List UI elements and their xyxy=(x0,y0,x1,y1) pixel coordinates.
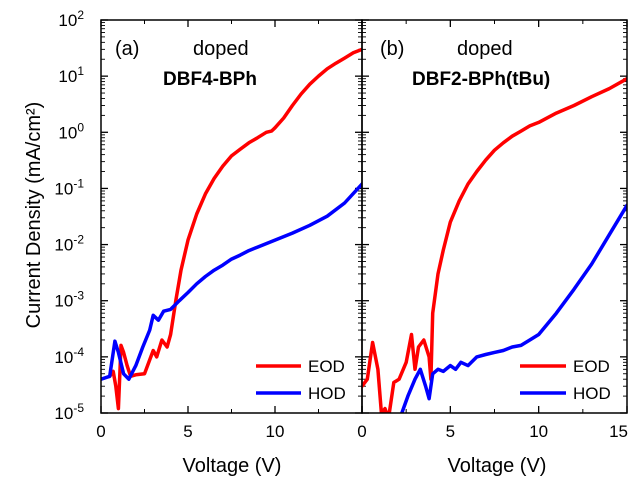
y-tick-label: 10-1 xyxy=(54,176,84,198)
y-tick-label: 10-5 xyxy=(54,401,84,423)
y-tick-label: 102 xyxy=(58,8,84,30)
y-tick-label: 10-3 xyxy=(54,289,84,311)
panel-a-legend-hod-label: HOD xyxy=(308,384,346,403)
panel-b-legend-hod-label: HOD xyxy=(573,384,611,403)
x-tick-label: 5 xyxy=(183,422,192,441)
panel-a-annotation-material: DBF4-BPh xyxy=(163,69,257,90)
panel-b-legend: EOD HOD xyxy=(520,357,611,403)
x-tick-label: 0 xyxy=(357,422,366,441)
series-hod-line xyxy=(101,182,362,381)
y-tick-label: 101 xyxy=(58,64,84,86)
panel-a-legend: EOD HOD xyxy=(256,357,346,403)
panel-a: 0 5 10 0 (a) doped DBF4-BPh EOD HOD xyxy=(96,19,367,441)
panel-a-annotation-doped: doped xyxy=(193,38,249,60)
panel-b: 5 10 15 (b) doped DBF2-BPh(tBu) EOD HOD xyxy=(361,19,628,441)
y-tick-labels: 102 101 100 10-1 10-2 10-3 10-4 10-5 xyxy=(54,8,84,423)
y-axis-title: Current Density (mA/cm²) xyxy=(23,102,45,329)
x-tick-label: 0 xyxy=(96,422,105,441)
x-tick-label: 10 xyxy=(266,422,285,441)
y-tick-label: 10-4 xyxy=(54,345,84,367)
panel-a-legend-eod-label: EOD xyxy=(308,357,345,376)
x-tick-label: 10 xyxy=(529,422,548,441)
y-tick-label: 100 xyxy=(58,120,84,142)
panel-b-annotation-material: DBF2-BPh(tBu) xyxy=(412,69,550,90)
series-hod-line xyxy=(399,203,627,413)
panel-b-label: (b) xyxy=(380,38,404,60)
panel-b-legend-eod-label: EOD xyxy=(573,357,610,376)
panel-a-label: (a) xyxy=(115,38,139,60)
y-tick-label: 10-2 xyxy=(54,233,84,255)
x-tick-label: 15 xyxy=(609,422,628,441)
panel-b-annotation-doped: doped xyxy=(457,38,513,60)
series-eod-line xyxy=(107,47,362,411)
x-axis-title-a: Voltage (V) xyxy=(183,455,282,477)
panel-b-frame xyxy=(361,19,628,414)
x-axis-title-b: Voltage (V) xyxy=(448,455,547,477)
series-eod-line xyxy=(362,76,627,413)
x-tick-label: 5 xyxy=(446,422,455,441)
